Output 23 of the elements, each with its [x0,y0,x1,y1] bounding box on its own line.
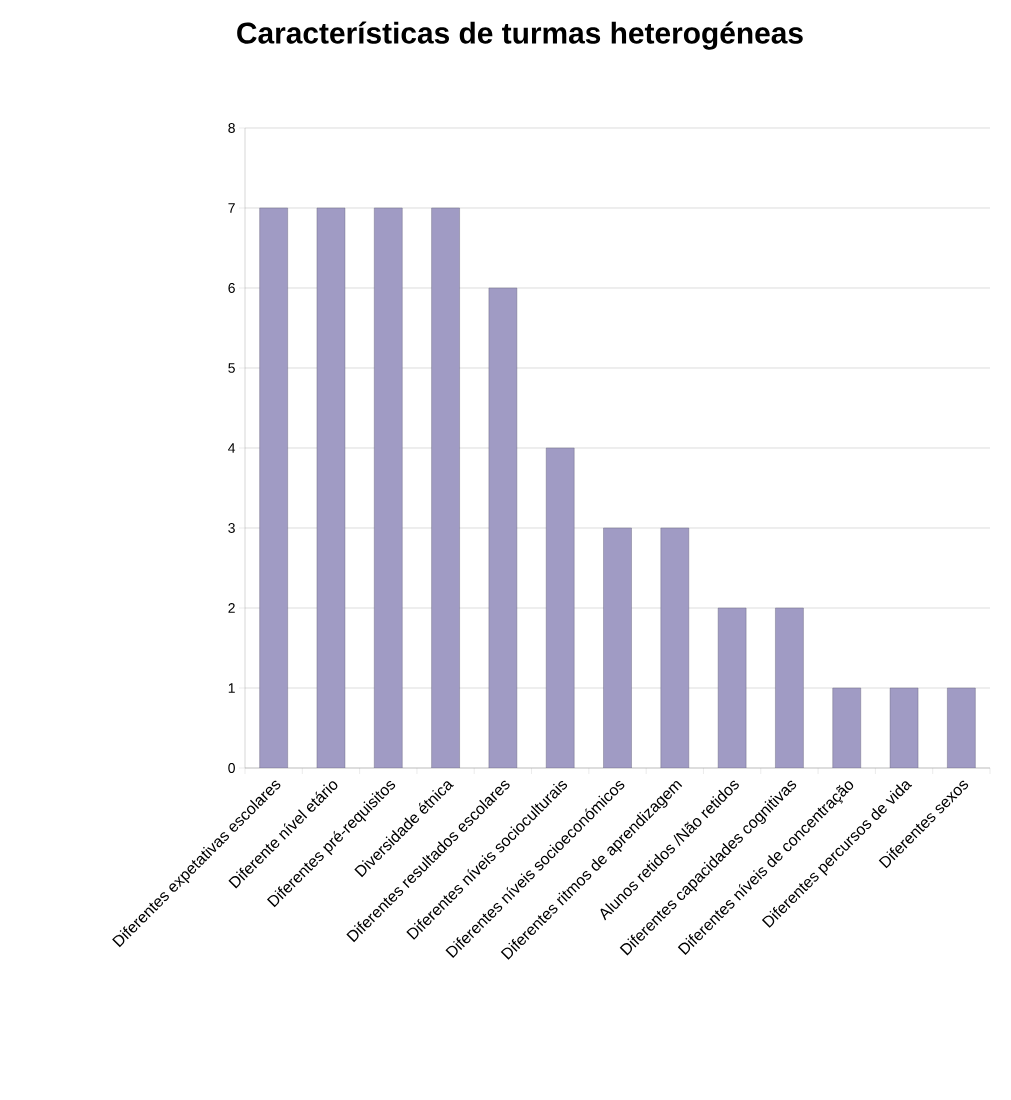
bar [603,527,632,768]
chart-title: Características de turmas heterogéneas [237,21,803,50]
bar [660,527,690,768]
bar [947,687,976,768]
y-tick-label: 0 [228,763,235,773]
bar [775,607,804,768]
y-tick-label: 8 [228,123,235,133]
bar [488,287,518,768]
bar [717,607,747,768]
bar [832,687,861,768]
bar [546,447,575,768]
bar [374,207,403,768]
y-tick-label: 7 [228,203,235,213]
y-tick-label: 2 [228,603,235,613]
bar [316,207,346,768]
y-tick-label: 6 [228,283,235,293]
y-tick-label: 5 [228,363,235,373]
bar [259,207,288,768]
bar [889,687,919,768]
bar [431,207,460,768]
y-tick-label: 4 [228,443,236,453]
y-tick-label: 1 [228,683,235,693]
y-tick-label: 3 [228,523,235,533]
